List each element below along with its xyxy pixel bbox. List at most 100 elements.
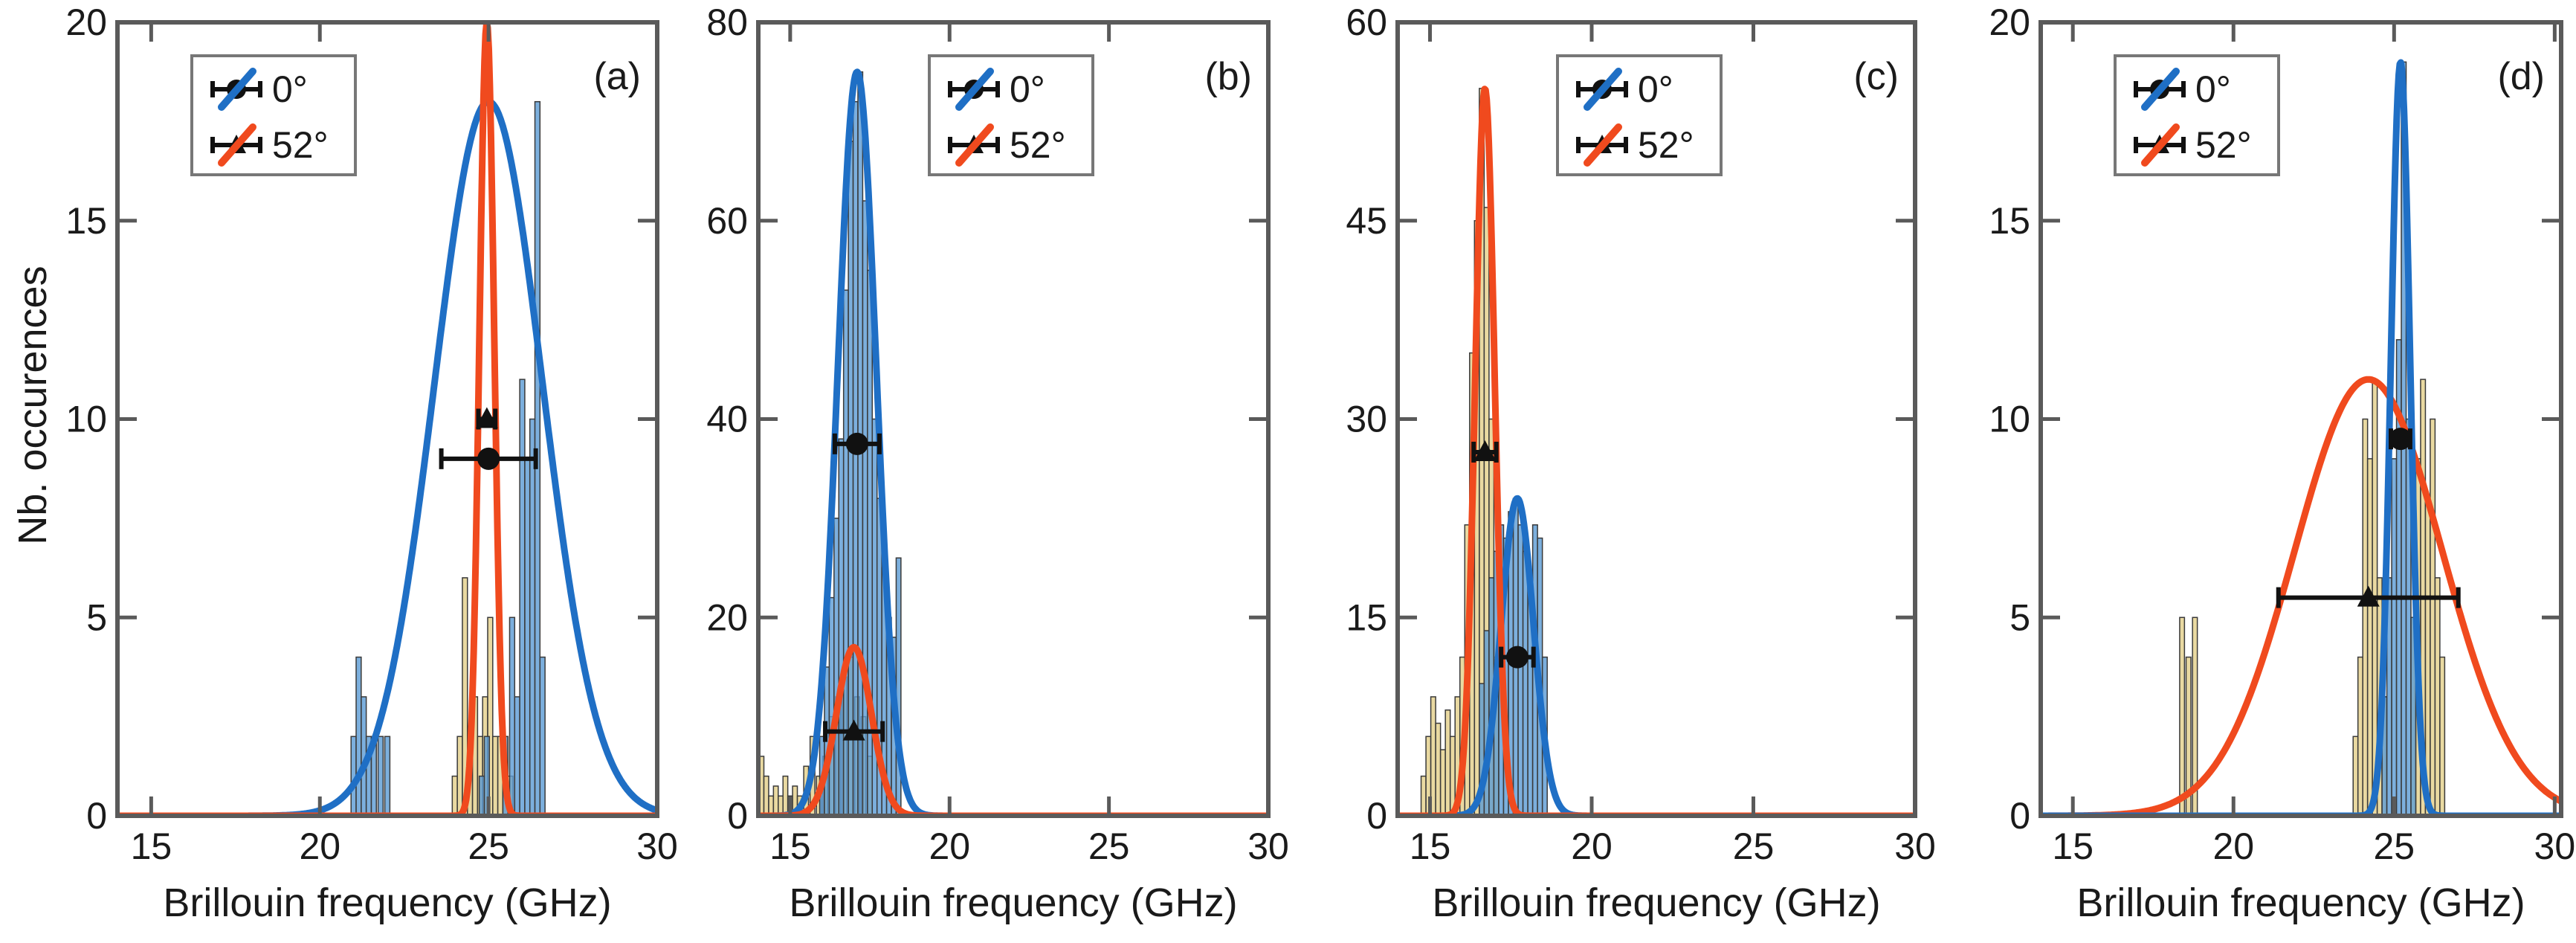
histogram-bar <box>487 617 494 816</box>
panel-label: (d) <box>2497 55 2545 98</box>
marker-0deg <box>2389 428 2412 451</box>
histogram-bar <box>462 577 468 816</box>
marker-52deg <box>2357 585 2380 607</box>
legend-box <box>190 54 357 176</box>
y-tick-label: 10 <box>1989 399 2030 440</box>
legend-label: 52° <box>272 124 329 166</box>
histogram-bar <box>1420 775 1427 816</box>
x-tick-label: 30 <box>1894 825 1936 867</box>
panel-b: 15 20 25 30 0 20 40 60 80 Brillouin frequency (GH… <box>706 1 1288 925</box>
histogram-bar <box>529 418 536 816</box>
histogram-bar <box>2362 418 2369 816</box>
panel-label: (b) <box>1204 55 1252 98</box>
legend-line <box>2141 68 2180 111</box>
x-tick-label: 25 <box>1733 825 1775 867</box>
y-tick-label: 15 <box>1989 200 2030 242</box>
x-tick-label: 30 <box>1247 825 1289 867</box>
histogram-bar <box>2430 418 2436 816</box>
legend-box <box>2114 54 2280 176</box>
legend-label: 52° <box>1638 124 1694 166</box>
histogram-bar <box>514 696 520 816</box>
x-tick-label: 15 <box>131 825 172 867</box>
y-tick-label: 0 <box>727 795 748 837</box>
histogram-bar <box>852 100 859 816</box>
histogram-bar <box>355 656 362 816</box>
legend-line <box>2141 123 2180 167</box>
y-tick-label: 5 <box>2010 596 2030 638</box>
histogram-bar <box>456 736 463 816</box>
histogram-bar <box>519 379 526 816</box>
plot-area <box>117 22 657 816</box>
histogram-bar <box>2391 458 2398 816</box>
legend-label: 52° <box>2195 124 2252 166</box>
panel-label: (a) <box>593 55 641 98</box>
y-tick-label: 80 <box>706 1 748 43</box>
x-axis-label: Brillouin frequency (GHz) <box>2076 881 2525 925</box>
y-tick-label: 0 <box>2010 795 2030 837</box>
x-tick-label: 25 <box>1088 825 1130 867</box>
legend-label: 52° <box>1010 124 1066 166</box>
marker-0deg <box>845 432 868 455</box>
y-tick-label: 15 <box>1346 596 1387 638</box>
marker-0deg <box>1505 646 1529 669</box>
histogram-bar <box>848 141 854 816</box>
y-tick-label: 20 <box>65 1 107 43</box>
histogram-bar <box>1517 524 1524 816</box>
histogram-bar <box>1444 709 1451 816</box>
histogram-bar <box>1439 749 1446 816</box>
x-axis-label: Brillouin frequency (GHz) <box>163 881 611 925</box>
marker-52deg <box>1473 440 1497 461</box>
legend-line <box>955 68 994 111</box>
histogram-bar <box>828 596 835 816</box>
y-tick-label: 45 <box>1346 200 1387 242</box>
histogram-bar <box>2192 617 2198 816</box>
histogram-bar <box>2179 617 2186 816</box>
legend-label: 0° <box>1638 68 1673 110</box>
histogram-bar <box>2357 656 2363 816</box>
legend-label: 0° <box>1010 68 1045 110</box>
y-tick-label: 30 <box>1346 399 1387 440</box>
histogram-bar <box>524 458 531 816</box>
panel-a: 15 20 25 30 0 5 10 15 20 Brillouin frequency (GHz… <box>65 1 677 925</box>
legend-line <box>218 123 256 167</box>
fit-curve-0deg <box>117 98 657 816</box>
legend: 0°52° <box>190 54 357 176</box>
x-tick-label: 15 <box>1410 825 1451 867</box>
y-tick-label: 20 <box>1989 1 2030 43</box>
histogram-bar <box>763 775 769 816</box>
y-tick-label: 15 <box>65 200 107 242</box>
histogram-bar <box>838 438 845 816</box>
histogram-bar <box>1522 550 1529 816</box>
x-tick-label: 20 <box>299 825 340 867</box>
y-axis-label: Nb. occurences <box>10 265 55 544</box>
legend-line <box>1584 123 1622 167</box>
histogram-bar <box>492 736 499 816</box>
legend: 0°52° <box>928 54 1094 176</box>
marker-52deg <box>842 719 865 741</box>
histogram-bar <box>833 518 840 816</box>
fit-curve-52deg <box>1398 86 1915 816</box>
histogram-bar <box>451 775 458 816</box>
fit-curve-52deg <box>758 643 1268 816</box>
legend-label: 0° <box>272 68 308 110</box>
histogram-bar <box>509 617 516 816</box>
legend: 0°52° <box>1556 54 1723 176</box>
x-tick-label: 30 <box>2534 825 2576 867</box>
legend-line <box>218 68 256 111</box>
y-tick-label: 0 <box>1366 795 1387 837</box>
legend: 0°52° <box>2114 54 2280 176</box>
y-tick-label: 0 <box>86 795 107 837</box>
x-axis-label: Brillouin frequency (GHz) <box>789 881 1237 925</box>
plot-area <box>758 68 1268 816</box>
x-tick-label: 30 <box>636 825 678 867</box>
x-tick-label: 15 <box>769 825 811 867</box>
histogram-bar <box>377 736 384 816</box>
histogram-bar <box>1435 722 1442 816</box>
legend-line <box>1584 68 1622 111</box>
legend-box <box>1556 54 1723 176</box>
histogram-bar <box>2439 656 2446 816</box>
y-tick-label: 40 <box>706 399 748 440</box>
marker-0deg <box>477 447 500 470</box>
y-tick-label: 10 <box>65 399 107 440</box>
